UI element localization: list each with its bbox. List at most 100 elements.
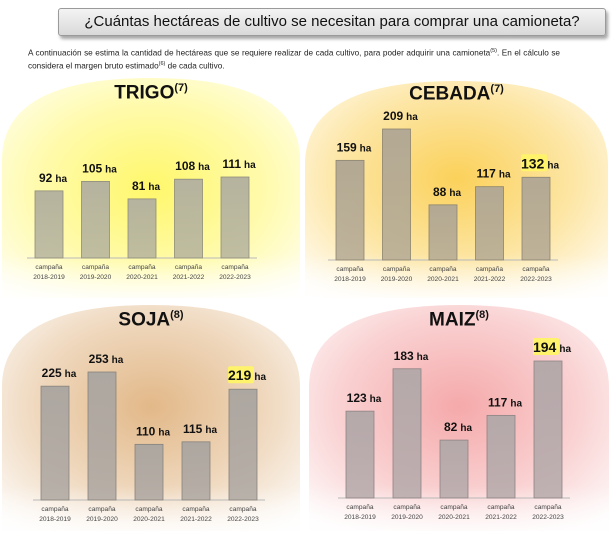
bar [127, 198, 157, 259]
bar-value-label: 159 ha [337, 140, 372, 154]
category-label: 2022-2023 [532, 514, 564, 521]
chart-title-ref: (7) [174, 82, 188, 94]
category-label: campaña [534, 504, 561, 511]
chart-panel-trigo: 92 ha campaña 2018-2019 105 ha campaña 2019-202… [2, 78, 300, 298]
intro-text-b: . En el cálculo se considera el margen b… [28, 48, 560, 71]
category-label: 2018-2019 [344, 514, 376, 521]
category-label: 2020-2021 [133, 516, 165, 523]
bar [428, 204, 458, 261]
chart-trigo: 92 ha campaña 2018-2019 105 ha campaña 2019-202… [2, 78, 300, 298]
bar [228, 388, 258, 501]
bar [34, 190, 64, 259]
chart-title-cebada: CEBADA(7) [305, 83, 608, 105]
bar [81, 180, 110, 259]
category-label: campaña [82, 264, 109, 271]
category-label: 2019-2020 [86, 516, 118, 523]
chart-cebada: 159 ha campaña 2018-2019 209 ha campaña 2019-20… [305, 81, 608, 298]
category-label: 2021-2022 [474, 276, 506, 283]
category-label: 2022-2023 [219, 274, 251, 281]
intro-ref-b: (6) [158, 60, 166, 67]
bar-value-label: 132 ha [521, 155, 559, 171]
category-label: 2018-2019 [39, 516, 71, 523]
bar-value-label: 111 ha [222, 157, 256, 171]
bar-value-label: 183 ha [394, 349, 429, 363]
chart-panel-soja: 225 ha campaña 2018-2019 253 ha campaña 2019-20… [2, 303, 300, 531]
value-highlight [533, 338, 559, 355]
bar-value-label: 110 ha [136, 424, 170, 438]
category-label: campaña [522, 266, 549, 273]
chart-soja: 225 ha campaña 2018-2019 253 ha campaña 2019-20… [2, 305, 300, 531]
page-title: ¿Cuántas hectáreas de cultivo se necesit… [58, 8, 606, 36]
value-highlight [521, 154, 547, 172]
chart-title-text: SOJA [118, 309, 171, 331]
chart-maiz: 123 ha campaña 2018-2019 183 ha campaña 2019-20… [309, 305, 609, 531]
category-label: campaña [221, 264, 248, 271]
category-label: 2021-2022 [485, 514, 517, 521]
category-label: 2020-2021 [126, 274, 158, 281]
bar [382, 128, 411, 261]
intro-text-a: A continuación se estima la cantidad de … [28, 48, 491, 58]
category-label: campaña [440, 504, 467, 511]
bar [40, 385, 70, 501]
category-label: 2020-2021 [438, 514, 470, 521]
bar [87, 371, 117, 501]
category-label: campaña [41, 506, 68, 513]
category-label: campaña [487, 504, 514, 511]
category-label: campaña [393, 504, 420, 511]
bar-value-label: 81 ha [132, 179, 160, 193]
category-label: campaña [88, 506, 115, 513]
category-label: campaña [336, 266, 363, 273]
bar [335, 159, 365, 261]
bar [521, 176, 551, 261]
bar-value-label: 82 ha [444, 420, 472, 434]
bar-value-label: 209 ha [383, 109, 418, 123]
chart-title-text: MAIZ [429, 309, 476, 331]
category-label: campaña [182, 506, 209, 513]
category-label: campaña [135, 506, 162, 513]
category-label: campaña [383, 266, 410, 273]
bar [220, 176, 250, 259]
bar-value-label: 123 ha [347, 391, 382, 405]
bar-value-label: 117 ha [476, 167, 510, 181]
bar-value-label: 115 ha [183, 422, 217, 436]
bar [134, 443, 164, 501]
bar [174, 178, 203, 259]
category-label: 2019-2020 [381, 276, 413, 283]
category-label: campaña [35, 264, 62, 271]
category-label: 2019-2020 [391, 514, 423, 521]
bar [475, 186, 504, 261]
chart-title-ref: (8) [170, 309, 184, 321]
chart-title-ref: (7) [490, 83, 504, 95]
bar [533, 360, 563, 499]
bar [181, 441, 211, 501]
intro-ref-a: (5) [490, 48, 497, 54]
bar-value-label: 253 ha [89, 352, 124, 366]
bar-value-label: 92 ha [39, 171, 67, 185]
bar [439, 439, 469, 499]
chart-title-soja: SOJA(8) [2, 309, 300, 331]
category-label: 2018-2019 [334, 276, 366, 283]
category-label: campaña [229, 506, 256, 513]
category-label: campaña [346, 504, 373, 511]
category-label: 2019-2020 [80, 274, 112, 281]
value-highlight [228, 366, 254, 384]
category-label: campaña [128, 264, 155, 271]
category-label: 2018-2019 [33, 274, 65, 281]
panel-background-fade [2, 305, 300, 531]
bar-value-label: 108 ha [175, 159, 210, 173]
intro-paragraph: A continuación se estima la cantidad de … [28, 46, 560, 71]
bar-value-label: 219 ha [228, 367, 266, 383]
bar-value-label: 117 ha [488, 395, 522, 409]
intro-text-c: de cada cultivo. [165, 61, 225, 71]
category-label: 2021-2022 [180, 516, 212, 523]
bar [392, 368, 422, 499]
bar-value-label: 194 ha [533, 339, 571, 355]
category-label: 2022-2023 [227, 516, 259, 523]
chart-title-maiz: MAIZ(8) [309, 309, 609, 331]
chart-title-text: TRIGO [114, 82, 175, 104]
category-label: 2022-2023 [520, 276, 552, 283]
bar [486, 414, 516, 499]
bar [345, 410, 375, 499]
chart-title-text: CEBADA [409, 83, 491, 105]
bar-value-label: 88 ha [433, 185, 461, 199]
